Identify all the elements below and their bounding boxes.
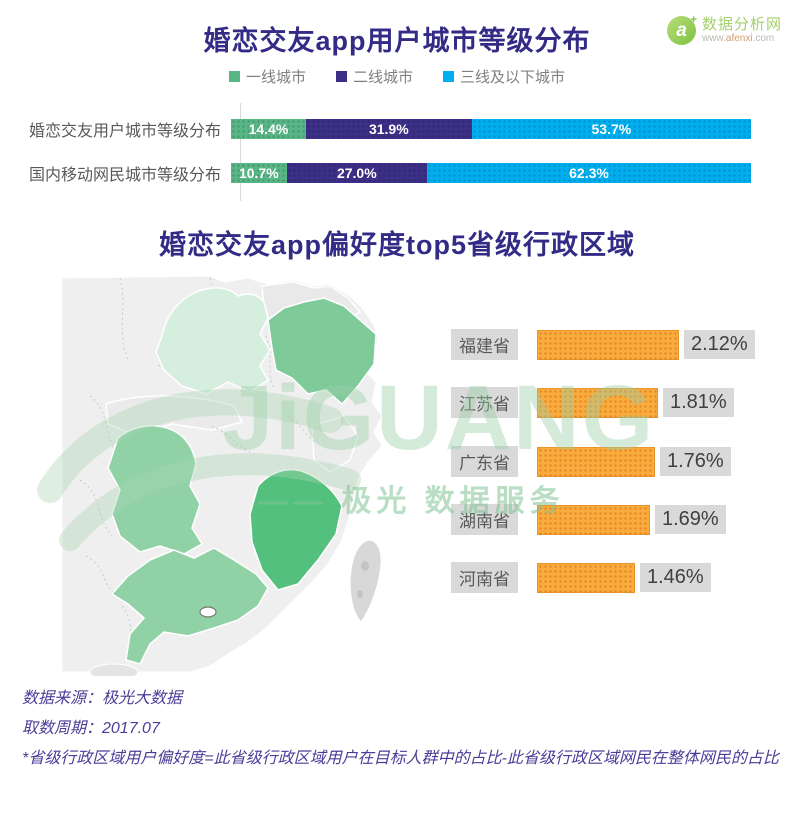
segment-tier1: 14.4% <box>231 119 306 139</box>
legend-item-tier3: 三线及以下城市 <box>443 66 565 87</box>
segment-value: 27.0% <box>336 165 377 181</box>
map-province-henan <box>155 287 271 395</box>
data-source-note: 数据来源：极光大数据 <box>22 690 183 707</box>
afenxi-logo-icon: a + <box>666 14 697 45</box>
segment-value: 62.3% <box>569 165 609 181</box>
brand-site-name: 数据分析网 <box>701 15 782 33</box>
section2-title: 婚恋交友app偏好度top5省级行政区域 <box>159 230 635 260</box>
stacked-bar: 14.4% 31.9% 53.7% <box>231 119 751 139</box>
legend-label: 三线及以下城市 <box>460 69 566 86</box>
province-row-hunan: 湖南省 1.69% <box>451 504 726 535</box>
province-bar <box>537 504 650 535</box>
province-label: 河南省 <box>451 562 518 593</box>
segment-tier2: 31.9% <box>305 119 472 139</box>
segment-value: 31.9% <box>368 121 409 137</box>
province-row-guangdong: 广东省 1.76% <box>451 446 731 477</box>
province-value: 1.46% <box>640 563 711 592</box>
map-province-hunan <box>107 425 204 555</box>
map-islet <box>199 606 217 618</box>
page-title: 婚恋交友app用户城市等级分布 <box>203 26 591 56</box>
tier3-swatch-icon <box>443 71 454 82</box>
chart1-legend: 一线城市 二线城市 三线及以下城市 <box>0 66 794 87</box>
map-province-hubei <box>105 395 244 435</box>
map-province-guangdong <box>110 547 269 665</box>
map-island-hainan <box>89 663 139 681</box>
province-label: 江苏省 <box>451 387 518 418</box>
legend-label: 二线城市 <box>352 69 413 86</box>
province-row-jiangsu: 江苏省 1.81% <box>451 387 734 418</box>
chart1-axis-line <box>240 103 241 201</box>
url-name: afenxi <box>725 33 753 45</box>
province-row-henan: 河南省 1.46% <box>451 562 711 593</box>
province-bar <box>537 446 655 477</box>
province-value: 2.12% <box>684 330 755 359</box>
segment-value: 53.7% <box>591 121 632 137</box>
brand-badge[interactable]: a + 数据分析网 www.afenxi.com <box>666 14 782 45</box>
province-value: 1.81% <box>663 388 734 417</box>
stacked-bar-row-mobile-netizens: 国内移动网民城市等级分布 10.7% 27.0% 62.3% <box>0 163 751 184</box>
segment-tier3: 62.3% <box>427 163 751 183</box>
segment-tier3: 53.7% <box>471 119 751 139</box>
logo-plus-icon: + <box>690 14 697 26</box>
methodology-note: *省级行政区域用户偏好度=此省级行政区域用户在目标人群中的占比-此省级行政区域网… <box>22 750 779 767</box>
map-taiwan-terrain <box>357 590 363 598</box>
row-label: 婚恋交友用户城市等级分布 <box>28 123 221 140</box>
province-label: 福建省 <box>451 329 518 360</box>
tier2-swatch-icon <box>335 71 347 82</box>
map-province-jiangsu <box>267 297 377 406</box>
province-label: 广东省 <box>451 446 518 477</box>
brand-site-url: www.afenxi.com <box>702 33 782 44</box>
map-province-zhejiang <box>311 415 359 473</box>
data-period-note: 取数周期：2017.07 <box>22 720 160 737</box>
map-taiwan-terrain <box>361 561 369 571</box>
logo-letter: a <box>676 19 687 41</box>
stacked-bar-row-dating-users: 婚恋交友用户城市等级分布 14.4% 31.9% 53.7% <box>0 119 751 140</box>
stacked-bar: 10.7% 27.0% 62.3% <box>231 163 751 183</box>
segment-value: 10.7% <box>238 165 279 181</box>
china-province-map <box>61 275 392 681</box>
province-bar <box>537 329 679 360</box>
segment-tier2: 27.0% <box>286 163 428 183</box>
province-value: 1.76% <box>660 447 731 476</box>
legend-item-tier1: 一线城市 <box>228 66 306 87</box>
legend-label: 一线城市 <box>245 69 306 86</box>
segment-tier1: 10.7% <box>231 163 287 183</box>
tier1-swatch-icon <box>228 71 240 82</box>
legend-item-tier2: 二线城市 <box>335 66 413 87</box>
province-value: 1.69% <box>655 505 726 534</box>
province-label: 湖南省 <box>451 504 518 535</box>
row-label: 国内移动网民城市等级分布 <box>28 167 221 184</box>
province-bar <box>537 562 635 593</box>
province-bar <box>537 387 658 418</box>
map-province-fujian <box>249 468 343 591</box>
map-island-taiwan <box>349 539 382 623</box>
url-tld: .com <box>752 33 775 45</box>
segment-value: 14.4% <box>248 121 289 137</box>
url-www: www. <box>701 33 726 45</box>
province-row-fujian: 福建省 2.12% <box>451 329 755 360</box>
